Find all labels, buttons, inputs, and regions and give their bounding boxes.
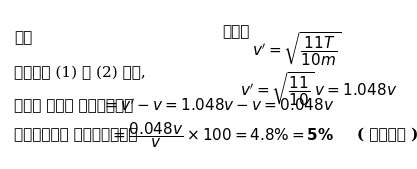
Text: वेग: वेग: [222, 25, 249, 39]
Text: तब: तब: [14, 31, 32, 45]
Text: वेग में वृद्धि: वेग में वृद्धि: [14, 99, 133, 113]
Text: $v' = \sqrt{\dfrac{11T}{10m}}$: $v' = \sqrt{\dfrac{11T}{10m}}$: [252, 30, 341, 68]
Text: $= \dfrac{0.048v}{v} \times 100 = 4.8\% = \mathbf{5\%}$: $= \dfrac{0.048v}{v} \times 100 = 4.8\% …: [110, 120, 334, 150]
Text: ( लगभग ): ( लगभग ): [357, 128, 417, 142]
Text: समी० (1) व (2) से,: समी० (1) व (2) से,: [14, 66, 146, 80]
Text: $= v' - v = 1.048v - v = 0.048v$: $= v' - v = 1.048v - v = 0.048v$: [102, 98, 334, 114]
Text: वृद्धि प्रतिशत: वृद्धि प्रतिशत: [14, 128, 138, 142]
Text: $v' = \sqrt{\dfrac{11}{10}}\, v = 1.048v$: $v' = \sqrt{\dfrac{11}{10}}\, v = 1.048v…: [240, 70, 397, 107]
